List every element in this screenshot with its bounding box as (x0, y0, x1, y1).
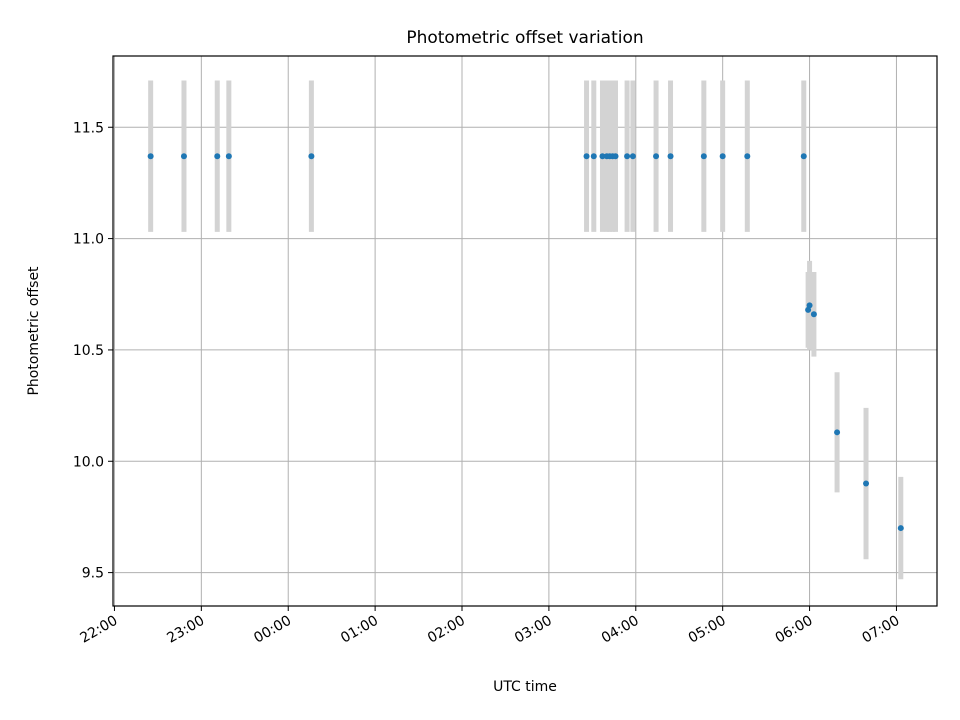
y-tick-label: 9.5 (82, 566, 104, 582)
data-point (629, 153, 636, 160)
y-axis-label: Photometric offset (26, 266, 42, 396)
data-point (583, 153, 590, 160)
data-point (147, 153, 154, 160)
data-point (612, 153, 619, 160)
chart-title: Photometric offset variation (406, 28, 643, 48)
y-tick-label: 11.0 (73, 232, 104, 248)
y-tick-label: 10.5 (73, 343, 104, 359)
plot-frame (112, 55, 938, 607)
data-points (147, 153, 904, 532)
data-point (624, 153, 631, 160)
data-point (810, 311, 817, 318)
data-point (834, 429, 841, 436)
data-point (590, 153, 597, 160)
data-point (653, 153, 660, 160)
data-point (806, 302, 813, 309)
y-tick-label: 10.0 (73, 454, 104, 470)
grid (113, 56, 937, 606)
x-axis-label: UTC time (493, 679, 557, 695)
data-point (800, 153, 807, 160)
y-axis-ticks: 9.5 10.0 10.5 11.0 11.5 (73, 120, 113, 582)
data-point (214, 153, 221, 160)
data-point (719, 153, 726, 160)
data-point (225, 153, 232, 160)
data-point (667, 153, 674, 160)
y-tick-label: 11.5 (73, 120, 104, 136)
data-point (599, 153, 606, 160)
data-point (744, 153, 751, 160)
data-point (863, 480, 870, 487)
data-point (180, 153, 187, 160)
data-point (700, 153, 707, 160)
data-point (308, 153, 315, 160)
data-point (897, 525, 904, 532)
